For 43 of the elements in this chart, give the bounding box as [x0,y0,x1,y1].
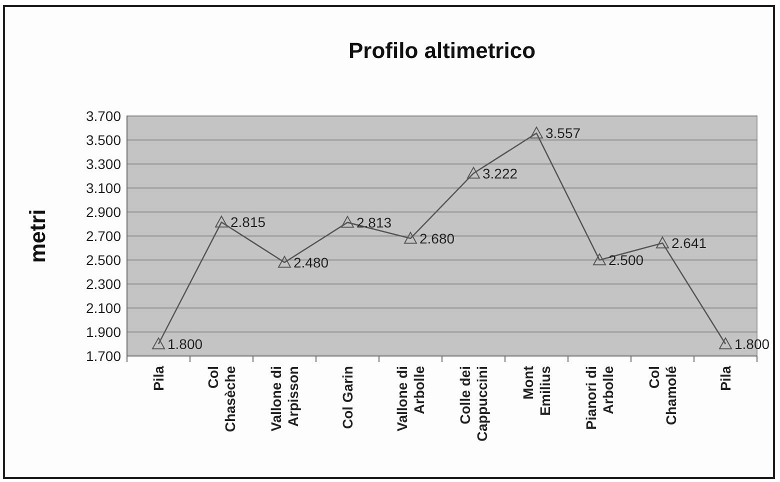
x-tick-label: Mont Emilius [520,366,553,416]
data-label: 1.800 [168,336,203,352]
y-tick-label: 2.900 [86,204,122,220]
point [593,254,606,266]
y-tick-label: 3.100 [86,180,122,196]
data-label: 2.641 [672,235,707,252]
y-tick-label: 2.500 [86,252,122,268]
point [467,166,480,179]
data-label: 3.222 [482,165,518,182]
data-label: 2.480 [294,254,329,270]
x-tick-label: Col Chamolé [646,366,679,426]
y-tick-label: 3.500 [86,132,122,148]
x-tick-label: Colle dei Cappuccini [456,366,490,442]
point [530,126,543,138]
data-label: 1.800 [734,336,770,352]
data-label: 3.557 [546,125,581,142]
x-tick-label: Pila [717,366,734,391]
point [278,256,291,268]
y-tick-label: 3.300 [86,156,122,172]
y-tick-label: 2.100 [86,300,122,316]
x-tick-label: Vallone di Arpisson [268,366,301,432]
x-tick-label: Pianori di Arbolle [582,366,616,430]
chart-title: Profilo altimetrico [348,38,536,63]
y-tick-label: 1.700 [86,348,122,364]
point [404,232,417,244]
y-tick-label: 3.700 [86,108,122,124]
point [152,338,165,350]
x-tick-label: Col Chasèche [204,366,238,432]
y-tick-label: 2.700 [86,228,122,244]
point [341,216,354,228]
y-tick-label: 2.300 [86,276,122,292]
y-axis-title: metri [25,209,50,263]
data-label: 2.813 [356,214,392,230]
data-label: 2.815 [230,214,266,230]
data-label: 2.680 [420,230,455,246]
x-tick-label: Vallone di Arbolle [394,366,427,432]
x-tick-label: Col Garin [339,366,356,430]
point [215,216,228,228]
data-label: 2.500 [608,252,644,268]
y-tick-label: 1.900 [86,324,122,340]
x-tick-label: Pila [150,366,166,391]
point [656,236,669,248]
point [719,338,732,350]
